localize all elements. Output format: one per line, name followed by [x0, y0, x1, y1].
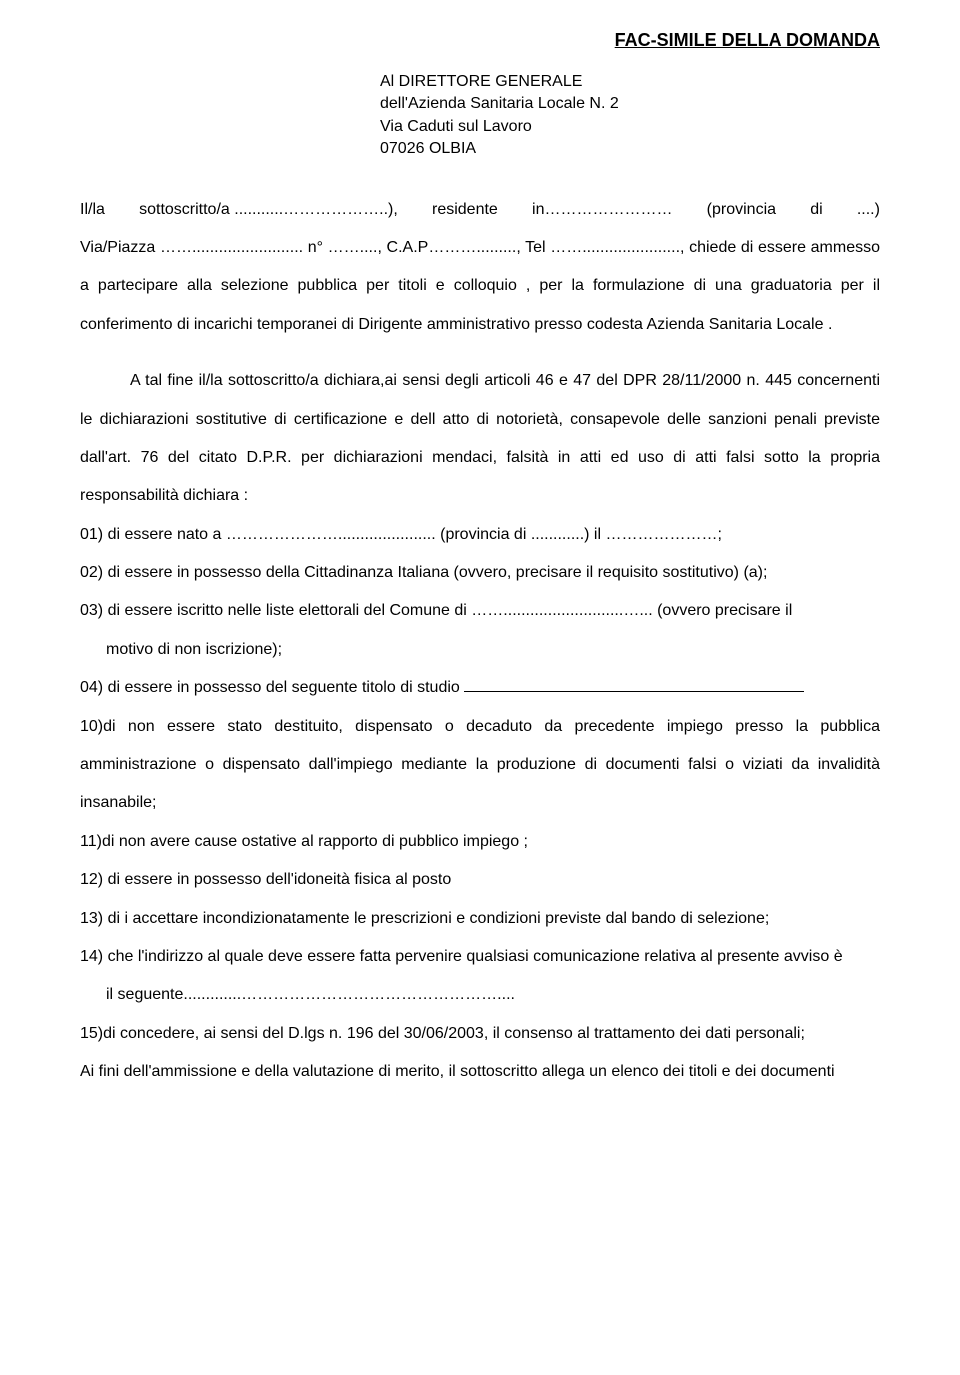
item-02: 02) di essere in possesso della Cittadin…: [80, 554, 880, 592]
item-04: 04) di essere in possesso del seguente t…: [80, 669, 880, 707]
intro-paragraph: Via/Piazza ……......................... n…: [80, 229, 880, 344]
items-block: 01) di essere nato a …………………............…: [80, 516, 880, 1053]
intro-word: (provincia: [707, 191, 776, 229]
addressee-line2: dell'Azienda Sanitaria Locale N. 2: [380, 93, 880, 115]
footer-text: Ai fini dell'ammissione e della valutazi…: [80, 1063, 835, 1080]
form-title: FAC-SIMILE DELLA DOMANDA: [80, 30, 880, 51]
item-10: 10)di non essere stato destituito, dispe…: [80, 708, 880, 823]
addressee-line4: 07026 OLBIA: [380, 138, 880, 160]
item-03: 03) di essere iscritto nelle liste elett…: [80, 592, 880, 630]
addressee-block: Al DIRETTORE GENERALE dell'Azienda Sanit…: [380, 71, 880, 161]
item-01: 01) di essere nato a …………………............…: [80, 516, 880, 554]
item-11: 11)di non avere cause ostative al rappor…: [80, 823, 880, 861]
item-13: 13) di i accettare incondizionatamente l…: [80, 900, 880, 938]
intro-word: residente: [432, 191, 498, 229]
intro-word: di: [810, 191, 822, 229]
addressee-line3: Via Caduti sul Lavoro: [380, 116, 880, 138]
addressee-line1: Al DIRETTORE GENERALE: [380, 71, 880, 93]
item-04-text: 04) di essere in possesso del seguente t…: [80, 679, 464, 696]
intro-word: in……………………: [532, 191, 672, 229]
intro-block: Il/la sottoscritto/a ...........………………..…: [80, 191, 880, 345]
intro-word: ....): [857, 191, 880, 229]
intro-word: sottoscritto/a ...........………………..),: [139, 191, 398, 229]
item-14: 14) che l'indirizzo al quale deve essere…: [80, 938, 880, 976]
item-03b: motivo di non iscrizione);: [80, 631, 880, 669]
declaration-text: A tal fine il/la sottoscritto/a dichiara…: [80, 372, 880, 504]
item-14b: il seguente.............……………………………………………: [80, 976, 880, 1014]
declaration-block: A tal fine il/la sottoscritto/a dichiara…: [80, 362, 880, 516]
footer-block: Ai fini dell'ammissione e della valutazi…: [80, 1053, 880, 1091]
item-15: 15)di concedere, ai sensi del D.lgs n. 1…: [80, 1015, 880, 1053]
blank-line: [464, 676, 804, 692]
intro-word: Il/la: [80, 191, 105, 229]
item-12: 12) di essere in possesso dell'idoneità …: [80, 861, 880, 899]
